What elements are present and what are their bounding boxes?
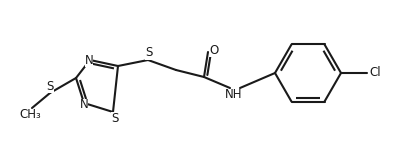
Text: CH₃: CH₃ [19, 108, 41, 121]
Text: S: S [111, 112, 119, 125]
Text: S: S [145, 46, 153, 60]
Text: S: S [47, 80, 54, 93]
Text: NH: NH [225, 88, 243, 101]
Text: N: N [80, 99, 88, 112]
Text: N: N [85, 53, 93, 66]
Text: Cl: Cl [369, 66, 381, 80]
Text: O: O [210, 44, 219, 57]
